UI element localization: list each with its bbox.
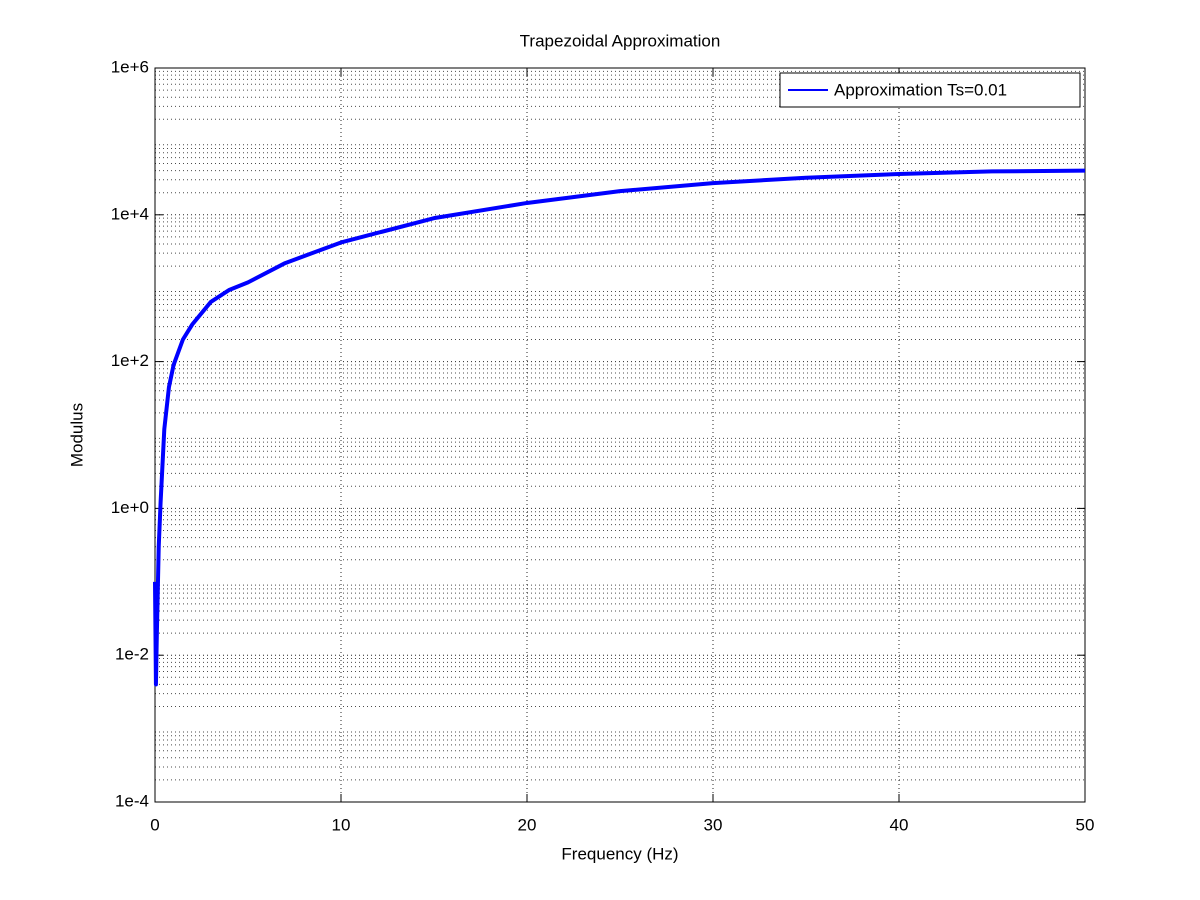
y-tick-label: 1e+4 (111, 204, 149, 223)
data-line (153, 168, 1086, 687)
legend-box (779, 72, 1081, 108)
legend-label: Approximation Ts=0.01 (834, 80, 1007, 99)
x-tick-label: 50 (1076, 815, 1095, 834)
x-tick-label: 10 (332, 815, 351, 834)
y-axis-label: Modulus (67, 403, 86, 467)
y-tick-label: 1e+0 (111, 498, 149, 517)
x-axis-label: Frequency (Hz) (561, 844, 678, 863)
x-tick-label: 20 (518, 815, 537, 834)
y-tick-label: 1e+2 (111, 351, 149, 370)
y-tick-label: 1e-2 (115, 645, 149, 664)
x-tick-label: 0 (150, 815, 159, 834)
y-tick-label: 1e-4 (115, 791, 149, 810)
chart-title: Trapezoidal Approximation (520, 31, 721, 50)
y-tick-label: 1e+6 (111, 57, 149, 76)
x-tick-label: 40 (890, 815, 909, 834)
plot-frame (154, 67, 1086, 803)
x-tick-label: 30 (704, 815, 723, 834)
